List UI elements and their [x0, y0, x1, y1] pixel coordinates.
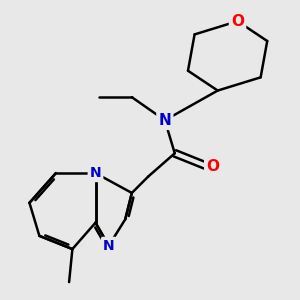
Text: O: O [206, 159, 219, 174]
Text: N: N [90, 166, 101, 180]
Text: N: N [103, 239, 115, 253]
Text: N: N [158, 113, 171, 128]
Text: O: O [231, 14, 244, 29]
